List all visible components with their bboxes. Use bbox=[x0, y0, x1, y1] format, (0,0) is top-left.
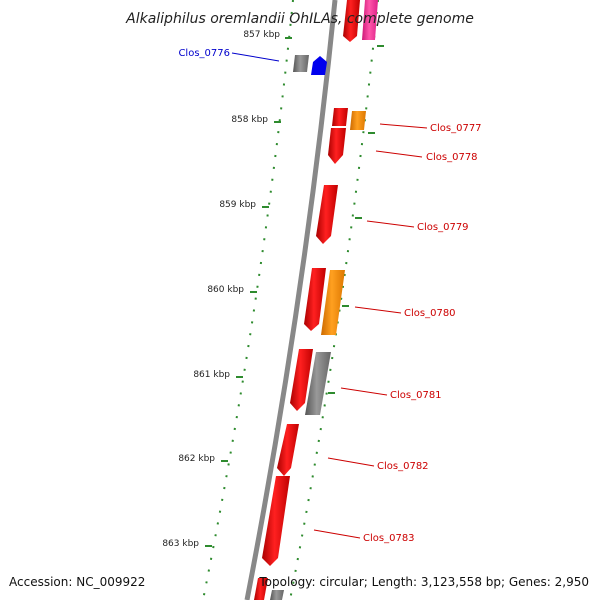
gene-red-0778 bbox=[328, 128, 346, 164]
accession-text: Accession: NC_009922 bbox=[9, 575, 145, 589]
gene-leaders bbox=[231, 52, 428, 539]
gene-red-0782 bbox=[277, 424, 299, 476]
gene-red-0780 bbox=[304, 268, 326, 331]
gene-gray-bottom bbox=[270, 590, 284, 600]
kbp-label: 861 kbp bbox=[193, 370, 230, 380]
tick-track-outer bbox=[289, 0, 379, 600]
gene-gray-0781 bbox=[305, 352, 331, 415]
gene-orange-0777 bbox=[350, 111, 366, 130]
kbp-label: 863 kbp bbox=[162, 539, 199, 549]
gene-red-0783 bbox=[262, 476, 290, 566]
gene-red-0781 bbox=[290, 349, 313, 411]
gene-glyphs bbox=[254, 0, 378, 600]
gene-red-top bbox=[343, 0, 360, 42]
gene-label-clos-0779[interactable]: Clos_0779 bbox=[417, 222, 469, 233]
gene-pink-top bbox=[362, 0, 378, 40]
gene-label-clos-0778[interactable]: Clos_0778 bbox=[426, 152, 478, 163]
gene-orange-0780 bbox=[321, 270, 345, 335]
gene-red-0777 bbox=[332, 108, 348, 126]
gene-label-clos-0781[interactable]: Clos_0781 bbox=[390, 390, 442, 401]
gene-gray-0776 bbox=[293, 55, 309, 72]
kbp-label: 858 kbp bbox=[231, 115, 268, 125]
gene-red-0779 bbox=[316, 185, 338, 244]
kbp-label: 859 kbp bbox=[219, 200, 256, 210]
gene-label-clos-0783[interactable]: Clos_0783 bbox=[363, 533, 415, 544]
gene-label-clos-0780[interactable]: Clos_0780 bbox=[404, 308, 456, 319]
kbp-ticks bbox=[205, 37, 384, 547]
gene-label-clos-0777[interactable]: Clos_0777 bbox=[430, 123, 482, 134]
kbp-label: 860 kbp bbox=[207, 285, 244, 295]
gene-label-clos-0782[interactable]: Clos_0782 bbox=[377, 461, 429, 472]
kbp-label: 862 kbp bbox=[178, 454, 215, 464]
gene-red-bottom bbox=[254, 578, 268, 600]
map-title: Alkaliphilus oremlandii OhILAs, complete… bbox=[125, 11, 474, 27]
gene-label-clos-0776[interactable]: Clos_0776 bbox=[178, 48, 230, 59]
genome-backbone bbox=[244, 0, 338, 600]
tick-track-inner bbox=[202, 0, 294, 600]
topology-text: Topology: circular; Length: 3,123,558 bp… bbox=[258, 575, 589, 589]
gene-blue-0776 bbox=[311, 56, 327, 75]
kbp-label: 857 kbp bbox=[243, 30, 280, 40]
